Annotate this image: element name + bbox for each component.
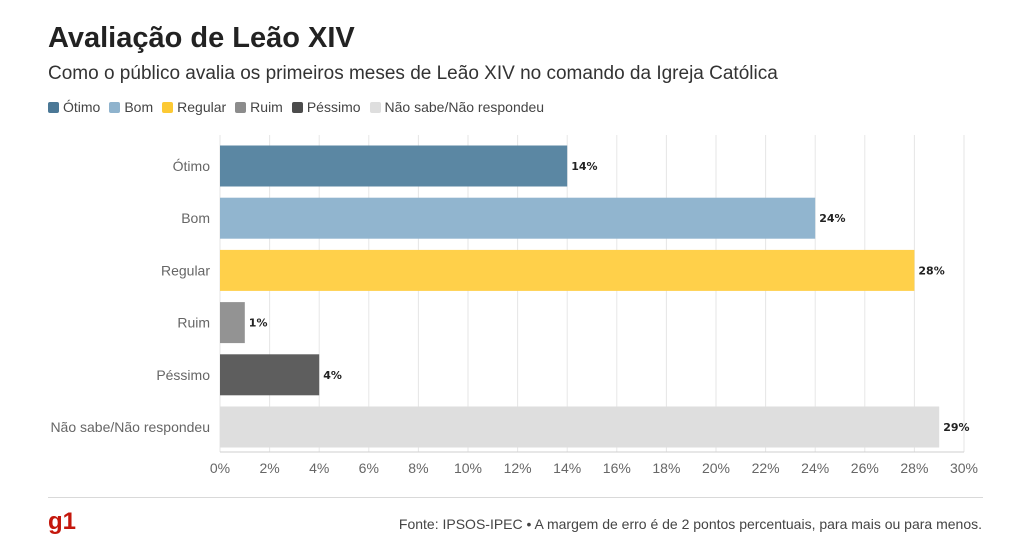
data-label: 28% (918, 264, 944, 277)
legend-label: Ruim (250, 99, 283, 115)
x-tick-label: 22% (752, 460, 780, 476)
legend: Ótimo Bom Regular Ruim Péssimo Não sabe/… (48, 99, 544, 115)
legend-label: Ótimo (63, 99, 101, 115)
data-label: 4% (323, 369, 342, 382)
x-tick-label: 16% (603, 460, 631, 476)
bar (220, 145, 568, 187)
x-tick-label: 14% (553, 460, 581, 476)
g1-logo: g1 (48, 508, 77, 535)
x-tick-label: 0% (210, 460, 230, 476)
category-label: Bom (181, 210, 210, 226)
legend-item-regular: Regular (162, 99, 226, 115)
bar (220, 406, 940, 448)
bar (220, 249, 915, 291)
x-tick-label: 24% (801, 460, 829, 476)
category-label: Regular (161, 262, 210, 278)
category-label: Não sabe/Não respondeu (50, 419, 210, 435)
legend-item-ruim: Ruim (235, 99, 283, 115)
footer-divider (48, 497, 983, 498)
legend-swatch (291, 101, 303, 113)
chart-title: Avaliação de Leão XIV (48, 22, 355, 54)
legend-swatch (162, 101, 174, 113)
x-tick-label: 18% (652, 460, 680, 476)
legend-label: Bom (124, 99, 154, 115)
legend-swatch (235, 101, 247, 113)
x-tick-label: 26% (851, 460, 879, 476)
bar (220, 197, 816, 239)
source-note: Fonte: IPSOS-IPEC • A margem de erro é d… (398, 516, 982, 532)
legend-item-nao-sabe: Não sabe/Não respondeu (369, 99, 545, 115)
data-label: 1% (249, 317, 268, 330)
category-label: Péssimo (156, 367, 210, 383)
x-tick-label: 20% (702, 460, 730, 476)
x-tick-label: 28% (900, 460, 928, 476)
bar (220, 354, 320, 396)
x-tick-label: 8% (408, 460, 428, 476)
x-tick-label: 10% (454, 460, 482, 476)
x-tick-label: 2% (259, 460, 279, 476)
legend-swatch (369, 101, 381, 113)
bar-chart: 0% 2% 4% 6% 8% 10% 12% 14% 16% 18% 20% 22% 24% 26% 28%… (50, 135, 978, 476)
legend-item-bom: Bom (109, 99, 153, 115)
legend-label: Não sabe/Não respondeu (384, 99, 545, 115)
chart-subtitle: Como o público avalia os primeiros meses… (48, 63, 778, 84)
x-tick-label: 30% (950, 460, 978, 476)
legend-swatch (48, 101, 59, 113)
category-label: Ruim (177, 315, 210, 331)
x-tick-label: 6% (359, 460, 379, 476)
legend-item-pessimo: Péssimo (291, 99, 361, 115)
legend-label: Regular (177, 99, 227, 115)
category-label: Ótimo (173, 158, 211, 174)
legend-label: Péssimo (306, 99, 361, 115)
legend-swatch (109, 101, 121, 113)
data-label: 14% (571, 160, 597, 173)
bar (220, 302, 245, 344)
x-tick-label: 4% (309, 460, 329, 476)
data-label: 24% (819, 212, 845, 225)
data-label: 29% (943, 421, 969, 434)
x-tick-label: 12% (504, 460, 532, 476)
legend-item-otimo: Ótimo (48, 99, 100, 115)
